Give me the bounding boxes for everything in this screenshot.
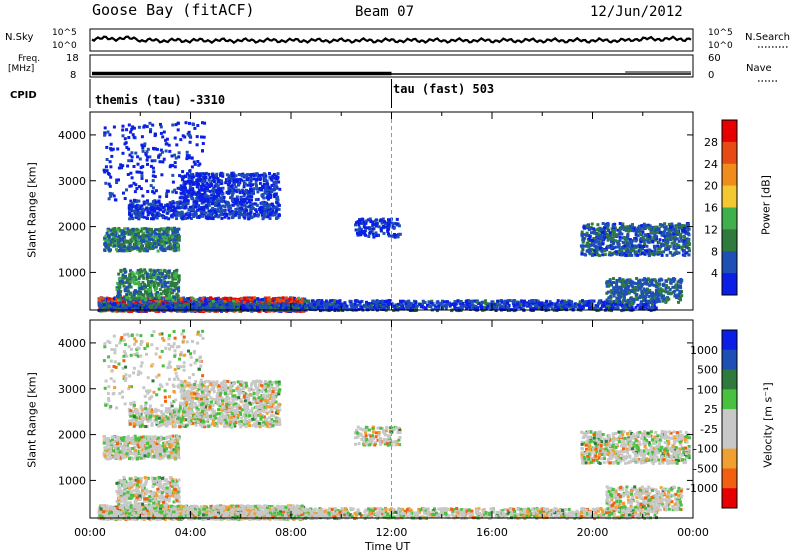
power-ytick-label: 4000 xyxy=(58,129,86,142)
power-colorbar-block xyxy=(722,141,737,165)
power-colorbar-block xyxy=(722,229,737,252)
power-colorbar-tick: 12 xyxy=(704,223,718,236)
power-ytick-label: 1000 xyxy=(58,266,86,279)
freq-label-line1: Freq. xyxy=(18,54,41,64)
nave-label: Nave xyxy=(746,63,772,74)
xtick-label: 08:00 xyxy=(275,526,307,539)
power-colorbar-block xyxy=(722,273,737,296)
noise-panel-frame xyxy=(89,28,694,52)
power-scatter xyxy=(97,121,691,313)
noise-tick-left-top: 10^5 xyxy=(52,28,77,38)
power-colorbar-tick: 20 xyxy=(704,180,718,193)
freq-tick-left-bottom: 8 xyxy=(70,70,77,81)
velocity-colorbar-tick: -100 xyxy=(693,443,718,456)
velocity-colorbar-tick: 500 xyxy=(697,364,718,377)
velocity-colorbar-block xyxy=(722,349,737,371)
velocity-colorbar-block xyxy=(722,488,737,509)
station-title: Goose Bay (fitACF) xyxy=(92,1,255,19)
power-colorbar-tick: 24 xyxy=(704,158,718,171)
xtick-label: 00:00 xyxy=(74,526,106,539)
velocity-ytick-label: 1000 xyxy=(58,474,86,487)
cpid-segment-2: tau (fast) 503 xyxy=(393,82,495,96)
power-colorbar-tick: 28 xyxy=(704,136,718,149)
velocity-colorbar-block xyxy=(722,330,737,351)
velocity-ytick-label: 3000 xyxy=(58,383,86,396)
power-colorbar-tick: 4 xyxy=(711,267,718,280)
power-ytick-label: 3000 xyxy=(58,175,86,188)
velocity-colorbar-block xyxy=(722,409,737,430)
power-ytick-label: 2000 xyxy=(58,221,86,234)
velocity-colorbar-frame xyxy=(721,329,738,509)
power-colorbar-block xyxy=(722,185,737,208)
power-colorbar-tick: 16 xyxy=(704,202,718,215)
freq-label-line2: [MHz] xyxy=(8,64,35,74)
power-colorbar-block xyxy=(722,207,737,230)
velocity-colorbar-block xyxy=(722,468,737,489)
freq-panel-frame xyxy=(89,54,694,78)
velocity-colorbar-block xyxy=(722,448,737,469)
noise-sky-label: N.Sky xyxy=(5,32,34,43)
xtick-label: 20:00 xyxy=(577,526,609,539)
power-colorbar-block xyxy=(722,251,737,274)
noise-search-label: N.Search xyxy=(745,32,791,43)
velocity-ytick-label: 2000 xyxy=(58,429,86,442)
freq-tick-right-bottom: 0 xyxy=(708,70,715,81)
xtick-label: 04:00 xyxy=(175,526,207,539)
velocity-colorbar-tick: -25 xyxy=(700,423,718,436)
freq-tick-right-top: 60 xyxy=(708,53,721,64)
freq-tick-left-top: 18 xyxy=(66,53,79,64)
velocity-colorbar-tick: 25 xyxy=(704,403,718,416)
power-colorbar-frame xyxy=(721,119,738,296)
velocity-scatter xyxy=(97,329,691,521)
power-colorbar-tick: 8 xyxy=(711,245,718,258)
noise-trace xyxy=(91,35,692,45)
xtick-label: 12:00 xyxy=(376,526,408,539)
velocity-colorbar-tick: 1000 xyxy=(690,344,718,357)
velocity-colorbar-tick: -1000 xyxy=(686,482,718,495)
x-axis-label: Time UT xyxy=(365,540,411,553)
velocity-colorbar-tick: -500 xyxy=(693,462,718,475)
velocity-colorbar-block xyxy=(722,369,737,390)
velocity-colorbar-block xyxy=(722,428,737,450)
velocity-colorbar-block xyxy=(722,389,737,410)
noise-tick-right-bottom: 10^0 xyxy=(708,41,733,51)
xtick-label: 16:00 xyxy=(476,526,508,539)
xtick-label: 00:00 xyxy=(677,526,709,539)
date-title: 12/Jun/2012 xyxy=(590,4,683,20)
noise-tick-left-bottom: 10^0 xyxy=(52,41,77,51)
power-colorbar-block xyxy=(722,120,737,143)
velocity-ytick-label: 4000 xyxy=(58,337,86,350)
noise-tick-right-top: 10^5 xyxy=(708,28,733,38)
beam-title: Beam 07 xyxy=(355,4,415,20)
velocity-colorbar-tick: 100 xyxy=(697,383,718,396)
cpid-segment-1: themis (tau) -3310 xyxy=(95,93,226,107)
cpid-label: CPID xyxy=(10,90,37,101)
power-colorbar-block xyxy=(722,163,737,187)
